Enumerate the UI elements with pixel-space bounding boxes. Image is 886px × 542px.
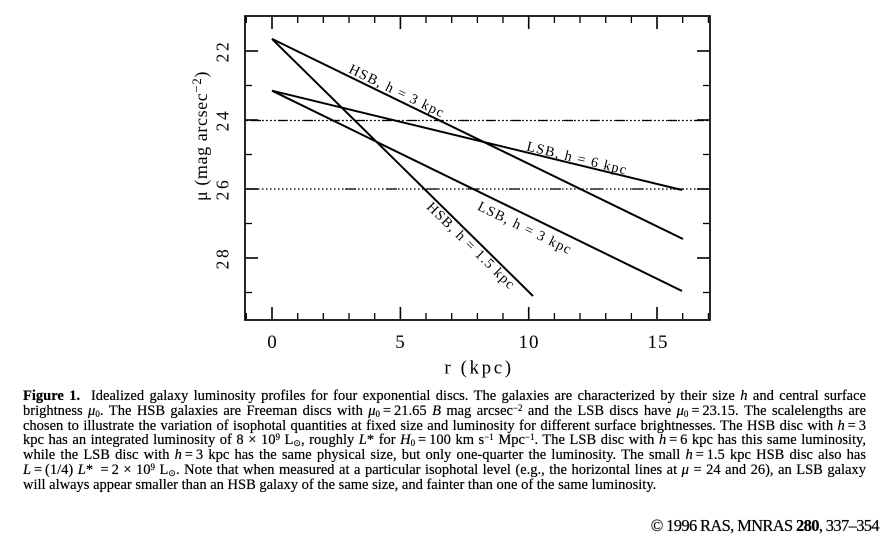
svg-text:28: 28 [213,247,233,270]
svg-text:5: 5 [395,332,405,353]
svg-text:LSB, h = 3 kpc: LSB, h = 3 kpc [475,199,575,259]
svg-text:24: 24 [213,109,233,132]
svg-text:r (kpc): r (kpc) [444,358,513,379]
svg-text:0: 0 [267,332,277,353]
svg-text:μ (mag arcsec−2): μ (mag arcsec−2) [189,71,212,201]
svg-text:LSB, h = 6 kpc: LSB, h = 6 kpc [525,139,629,179]
svg-text:15: 15 [648,332,669,353]
svg-text:22: 22 [213,40,233,63]
svg-text:10: 10 [519,332,540,353]
svg-text:26: 26 [213,178,233,201]
